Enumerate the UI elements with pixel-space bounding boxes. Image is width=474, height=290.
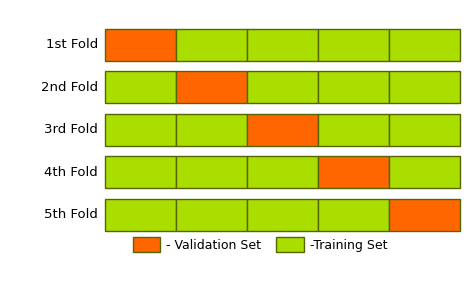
Bar — [389, 156, 460, 188]
Bar — [318, 156, 389, 188]
Bar — [105, 199, 176, 231]
Bar — [105, 29, 176, 61]
Bar — [176, 156, 247, 188]
Bar — [105, 114, 176, 146]
Bar — [105, 71, 176, 103]
Legend: - Validation Set, -Training Set: - Validation Set, -Training Set — [128, 233, 393, 257]
Bar — [176, 71, 247, 103]
Bar — [247, 156, 318, 188]
Bar — [247, 114, 318, 146]
Bar — [247, 71, 318, 103]
Text: 3rd Fold: 3rd Fold — [44, 123, 98, 136]
Bar — [389, 199, 460, 231]
Text: 1st Fold: 1st Fold — [46, 38, 98, 51]
Bar — [318, 71, 389, 103]
Bar — [176, 199, 247, 231]
Bar — [318, 199, 389, 231]
Bar — [389, 71, 460, 103]
Text: 4th Fold: 4th Fold — [45, 166, 98, 179]
Bar — [318, 114, 389, 146]
Bar — [176, 29, 247, 61]
Bar — [105, 156, 176, 188]
Bar — [318, 29, 389, 61]
Bar — [247, 199, 318, 231]
Text: 5th Fold: 5th Fold — [44, 208, 98, 221]
Bar — [247, 29, 318, 61]
Bar — [176, 114, 247, 146]
Text: 2nd Fold: 2nd Fold — [41, 81, 98, 94]
Bar — [389, 114, 460, 146]
Bar — [389, 29, 460, 61]
